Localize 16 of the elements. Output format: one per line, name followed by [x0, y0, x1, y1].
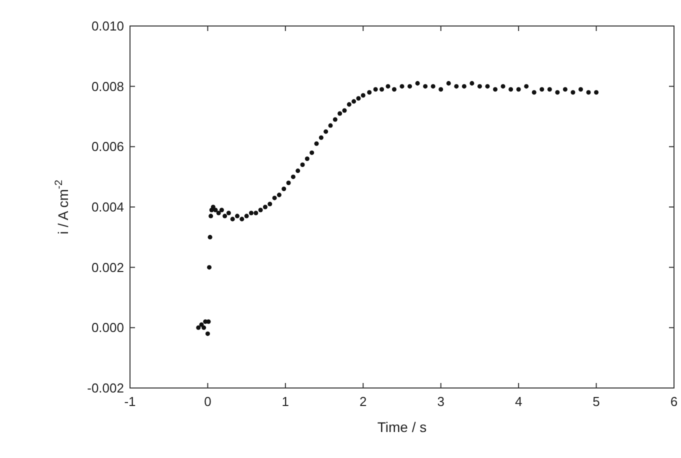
- x-tick-label: 0: [204, 394, 212, 409]
- y-tick-label: -0.002: [87, 380, 124, 396]
- x-tick-label: 3: [437, 394, 444, 409]
- y-tick-label: 0.006: [91, 139, 124, 154]
- x-tick-label: 5: [592, 394, 600, 409]
- x-tick-label: 2: [360, 394, 367, 409]
- y-tick-label: 0.004: [91, 200, 124, 215]
- x-axis-title: Time / s: [377, 419, 427, 435]
- y-tick-label: 0.002: [91, 260, 124, 275]
- x-tick-label: -1: [124, 394, 136, 409]
- x-tick-label: 1: [282, 394, 290, 409]
- y-tick-label: 0.008: [91, 78, 124, 94]
- x-tick-label: 4: [514, 394, 522, 409]
- y-tick-label: 0.000: [91, 320, 124, 336]
- x-tick-label: 6: [670, 394, 678, 409]
- y-tick-label: 0.010: [91, 18, 124, 34]
